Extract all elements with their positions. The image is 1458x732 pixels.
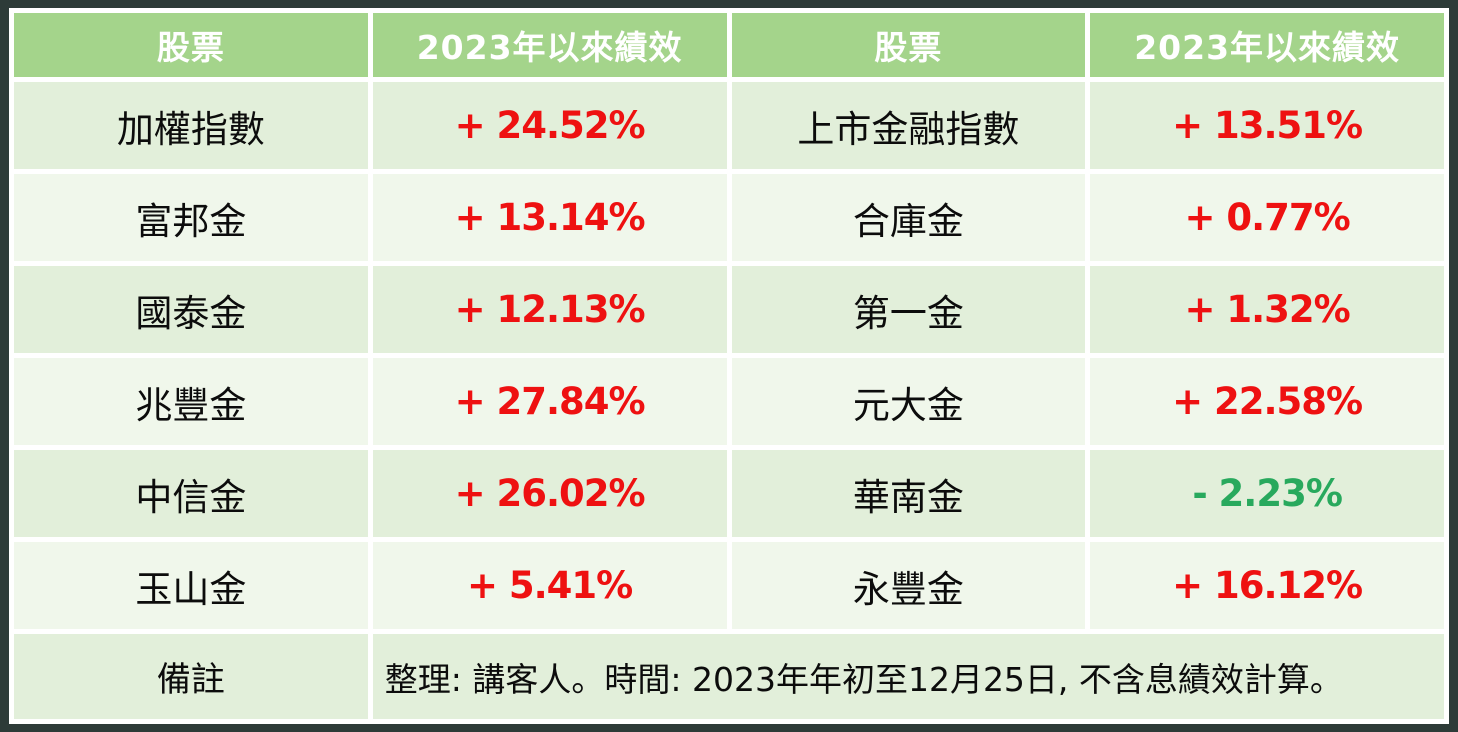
performance-value-cell: + 0.77% [1090,174,1444,261]
note-text-cell: 整理: 講客人。時間: 2023年年初至12月25日, 不含息績效計算。 [372,634,1444,719]
stock-name-cell: 第一金 [731,266,1086,353]
performance-value-cell: + 27.84% [372,358,727,445]
table-row: 富邦金 + 13.14% 合庫金 + 0.77% [14,174,1444,261]
table-row: 玉山金 + 5.41% 永豐金 + 16.12% [14,542,1444,629]
header-cell-stock-left: 股票 [14,13,368,77]
stock-name-cell: 上市金融指數 [731,82,1086,169]
performance-value-cell: + 13.14% [372,174,727,261]
note-row: 備註 整理: 講客人。時間: 2023年年初至12月25日, 不含息績效計算。 [14,634,1444,719]
performance-value-cell: + 24.52% [372,82,727,169]
stock-name-cell: 元大金 [731,358,1086,445]
performance-value-cell: + 5.41% [372,542,727,629]
header-cell-perf-right: 2023年以來績效 [1090,13,1444,77]
performance-value-cell: + 26.02% [372,450,727,537]
header-cell-perf-left: 2023年以來績效 [372,13,727,77]
performance-value-cell: - 2.23% [1090,450,1444,537]
table-row: 兆豐金 + 27.84% 元大金 + 22.58% [14,358,1444,445]
header-cell-stock-right: 股票 [731,13,1086,77]
stock-name-cell: 中信金 [14,450,368,537]
stock-name-cell: 國泰金 [14,266,368,353]
table-row: 中信金 + 26.02% 華南金 - 2.23% [14,450,1444,537]
stock-name-cell: 合庫金 [731,174,1086,261]
performance-value-cell: + 1.32% [1090,266,1444,353]
table-row: 國泰金 + 12.13% 第一金 + 1.32% [14,266,1444,353]
performance-value-cell: + 13.51% [1090,82,1444,169]
note-label-cell: 備註 [14,634,368,719]
stock-name-cell: 加權指數 [14,82,368,169]
stock-name-cell: 富邦金 [14,174,368,261]
stock-name-cell: 玉山金 [14,542,368,629]
stock-name-cell: 永豐金 [731,542,1086,629]
performance-value-cell: + 22.58% [1090,358,1444,445]
performance-table: 股票 2023年以來績效 股票 2023年以來績效 加權指數 + 24.52% … [9,8,1449,724]
performance-value-cell: + 12.13% [372,266,727,353]
stock-name-cell: 華南金 [731,450,1086,537]
header-row: 股票 2023年以來績效 股票 2023年以來績效 [14,13,1444,77]
table-row: 加權指數 + 24.52% 上市金融指數 + 13.51% [14,82,1444,169]
stock-name-cell: 兆豐金 [14,358,368,445]
performance-value-cell: + 16.12% [1090,542,1444,629]
